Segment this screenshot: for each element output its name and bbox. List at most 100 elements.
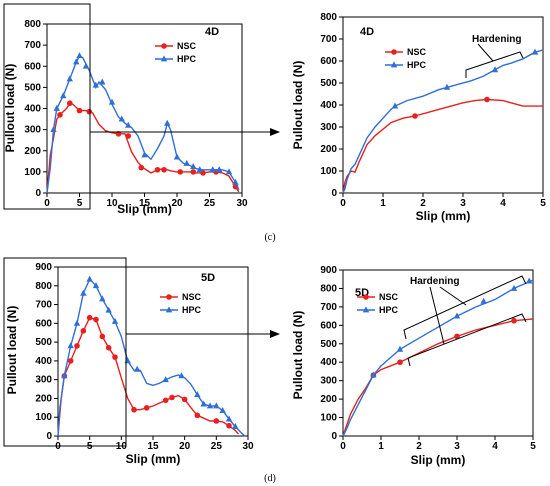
data-point-hpc: [80, 289, 87, 296]
data-point-hpc: [370, 371, 377, 378]
y-tick-label: 700: [320, 302, 337, 313]
x-tick-label: 0: [340, 198, 346, 209]
data-point-nsc: [412, 113, 418, 119]
data-point-hpc: [50, 126, 57, 133]
legend-marker-hpc: [160, 55, 168, 62]
data-point-hpc: [76, 52, 83, 59]
legend-label-nsc: NSC: [379, 292, 399, 302]
data-point-nsc: [194, 412, 201, 419]
data-point-hpc: [526, 277, 533, 284]
data-point-hpc: [61, 372, 68, 379]
x-tick-label: 1: [380, 198, 386, 209]
x-tick-label: 10: [106, 198, 118, 209]
data-point-hpc: [232, 178, 239, 185]
y-tick-label: 300: [35, 375, 52, 386]
data-point-nsc: [74, 343, 80, 349]
data-point-hpc: [396, 345, 404, 352]
legend-label-nsc: NSC: [182, 292, 202, 302]
y-tick-label: 0: [35, 188, 41, 199]
plot-frame: [342, 269, 534, 437]
data-point-nsc: [57, 112, 63, 118]
data-point-nsc: [66, 100, 73, 107]
legend-label-hpc: HPC: [407, 60, 427, 70]
data-point-hpc: [173, 153, 181, 160]
data-point-hpc: [510, 284, 518, 291]
x-tick-label: 5: [530, 441, 536, 452]
y-tick-label: 300: [320, 122, 337, 133]
data-point-hpc: [232, 423, 239, 430]
y-tick-label: 700: [320, 34, 337, 45]
data-point-hpc: [92, 81, 99, 88]
legend-marker-nsc: [161, 43, 167, 49]
y-tick-label: 700: [24, 40, 41, 51]
legend-marker-nsc: [166, 294, 172, 300]
data-point-nsc: [99, 333, 106, 340]
y-tick-label: 200: [320, 394, 337, 405]
x-tick-label: 3: [460, 198, 466, 209]
y-tick-label: 300: [320, 376, 337, 387]
y-tick-label: 100: [320, 413, 337, 424]
y-tick-label: 600: [320, 56, 337, 67]
data-point-hpc: [453, 312, 461, 319]
y-tick-label: 900: [35, 262, 52, 273]
data-point-nsc: [161, 166, 167, 173]
y-axis-title: Pullout load (N): [291, 311, 305, 400]
y-tick-label: 0: [331, 431, 337, 442]
y-tick-label: 300: [24, 125, 41, 136]
data-point-hpc: [391, 102, 399, 109]
data-point-nsc: [484, 96, 490, 103]
data-point-hpc: [216, 166, 223, 173]
zoom-arrow-head-5d: [270, 330, 280, 338]
y-tick-label: 500: [320, 339, 337, 350]
data-point-hpc: [133, 365, 141, 372]
caption-c: (c): [264, 232, 275, 243]
legend-label-hpc: HPC: [177, 54, 197, 64]
x-tick-label: 25: [211, 441, 223, 452]
data-point-hpc: [225, 168, 233, 175]
data-point-hpc: [53, 104, 60, 111]
x-tick-label: 20: [171, 198, 183, 209]
panel-tag: 4D: [205, 26, 219, 38]
x-tick-label: 30: [236, 198, 248, 209]
data-point-hpc: [206, 402, 214, 409]
y-tick-label: 700: [35, 300, 52, 311]
y-tick-label: 200: [24, 146, 41, 157]
data-point-hpc: [194, 391, 201, 398]
data-point-hpc: [209, 166, 216, 173]
y-tick-label: 400: [35, 356, 52, 367]
x-tick-label: 4: [492, 441, 498, 452]
series-line-hpc: [57, 277, 246, 437]
data-point-nsc: [125, 133, 132, 139]
data-point-hpc: [99, 295, 106, 302]
data-point-nsc: [177, 169, 184, 175]
x-tick-label: 2: [416, 441, 422, 452]
y-tick-label: 200: [320, 144, 337, 155]
data-point-hpc: [162, 376, 169, 383]
x-axis-title: Slip (mm): [126, 452, 181, 466]
y-tick-label: 600: [320, 320, 337, 331]
data-point-nsc: [454, 333, 460, 340]
x-tick-label: 30: [242, 441, 254, 452]
x-tick-label: 20: [179, 441, 191, 452]
legend-label-nsc: NSC: [407, 47, 427, 57]
data-point-hpc: [108, 98, 116, 105]
x-tick-label: 4: [500, 198, 506, 209]
data-point-nsc: [162, 397, 169, 404]
x-tick-label: 3: [454, 441, 460, 452]
legend-label-hpc: HPC: [182, 305, 202, 315]
data-point-hpc: [73, 58, 80, 65]
y-tick-label: 100: [24, 167, 41, 178]
data-point-hpc: [60, 92, 67, 99]
legend-label-nsc: NSC: [177, 41, 197, 51]
data-point-nsc: [86, 314, 93, 321]
y-axis-title: Pullout load (N): [3, 64, 17, 153]
annotation-hardening-4d: Hardening: [472, 34, 521, 45]
chart-4d-full: 0 5 10 15 20 25 300100200300400500600700800Sli…: [3, 19, 248, 216]
data-point-nsc: [213, 418, 220, 424]
y-tick-label: 600: [24, 61, 41, 72]
y-tick-label: 800: [320, 12, 337, 23]
y-tick-label: 800: [320, 283, 337, 294]
legend-marker-hpc: [390, 61, 398, 68]
x-tick-label: 0: [340, 441, 346, 452]
x-axis-title: Slip (mm): [117, 202, 172, 216]
